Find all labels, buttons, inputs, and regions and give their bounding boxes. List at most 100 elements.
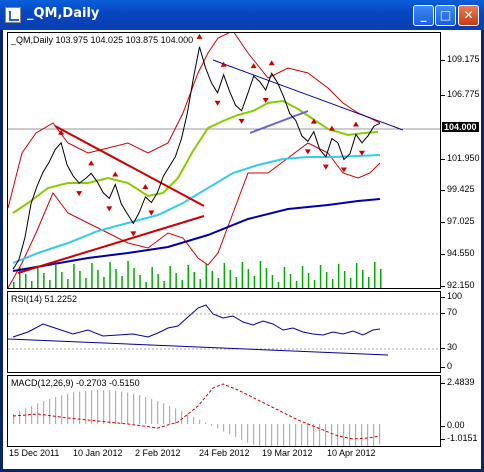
ma-slow-line: [12, 198, 381, 272]
volume-bar: [217, 278, 220, 288]
volume-bar: [61, 272, 63, 288]
macd-svg: [12, 383, 381, 446]
macd-bar: [157, 401, 159, 424]
macd-bar: [61, 395, 63, 424]
volume-bar: [368, 277, 370, 288]
x-tick: 24 Feb 2012: [199, 448, 250, 458]
macd-bar: [373, 424, 375, 446]
volume-bar: [157, 274, 159, 288]
y-tick: 109.175: [441, 54, 480, 64]
fractal-up-marker: [112, 171, 119, 177]
volume-bar: [55, 265, 57, 288]
macd-bar: [175, 408, 177, 424]
price-chart-pane[interactable]: _QM,Daily 103.975 104.025 103.875 104.00…: [7, 32, 441, 289]
ma-fast-line: [12, 99, 379, 214]
volume-bar: [277, 282, 280, 288]
volume-bar: [91, 263, 93, 288]
fractal-down-marker: [262, 97, 269, 103]
volume-bar: [295, 281, 298, 288]
macd-bar: [139, 395, 141, 424]
window-title: _QM,Daily: [27, 6, 100, 21]
minimize-button[interactable]: _: [413, 5, 434, 26]
volume-bar: [319, 265, 322, 288]
y-tick: 0: [440, 361, 453, 371]
macd-bar: [79, 391, 81, 424]
fractal-down-marker: [358, 150, 365, 156]
macd-bar: [115, 390, 117, 424]
volume-bar: [79, 271, 81, 288]
fractal-down-marker: [238, 118, 245, 124]
rsi-pane[interactable]: RSI(14) 51.2252: [7, 291, 441, 373]
volume-bar: [187, 265, 189, 288]
y-tick: 92.150: [441, 280, 475, 290]
volume-bar: [374, 262, 376, 288]
macd-bar: [247, 424, 249, 443]
volume-bar: [103, 277, 105, 288]
volume-bar: [13, 282, 15, 288]
chart-window-icon[interactable]: [5, 7, 21, 23]
fractal-down-marker: [106, 206, 113, 212]
fractal-up-marker: [250, 63, 257, 69]
bollinger-upper-band: [8, 33, 381, 209]
macd-bar: [199, 419, 201, 424]
volume-bar: [380, 269, 382, 288]
y-tick: 101.950: [441, 153, 480, 163]
macd-bar: [103, 390, 105, 424]
chart-client-area[interactable]: _QM,Daily 103.975 104.025 103.875 104.00…: [3, 30, 481, 469]
macd-bar: [367, 424, 369, 446]
volume-bar: [139, 275, 141, 288]
macd-bar: [277, 424, 279, 446]
macd-bar: [325, 424, 327, 446]
volume-bar: [205, 264, 207, 288]
trend-line-red-down: [54, 125, 205, 207]
macd-bar: [355, 424, 357, 446]
close-button[interactable]: ✕: [458, 5, 479, 26]
fractal-up-marker: [142, 183, 149, 189]
macd-bar: [127, 392, 129, 424]
fractal-up-marker: [328, 125, 335, 131]
volume-bar: [151, 267, 153, 288]
volume-bar: [97, 270, 99, 288]
macd-pane[interactable]: MACD(12,26,9) -0.2703 -0.5150: [7, 375, 441, 447]
volume-bar: [241, 262, 244, 288]
trend-line-red-up: [17, 215, 205, 274]
macd-bar: [349, 424, 351, 446]
price-y-axis: 109.175 106.775 101.950 99.425 97.025 94…: [441, 32, 481, 290]
macd-histogram: [13, 390, 381, 446]
x-tick: 15 Dec 2011: [9, 448, 60, 458]
volume-bar: [253, 276, 256, 288]
volume-bar: [331, 279, 334, 288]
macd-bar: [319, 424, 321, 446]
volume-bar: [163, 281, 165, 288]
maximize-button[interactable]: □: [435, 5, 456, 26]
macd-bar: [187, 413, 189, 424]
macd-bar: [97, 390, 99, 424]
volume-bar: [121, 276, 123, 288]
fractal-up-marker: [196, 33, 203, 39]
macd-bar: [235, 424, 237, 438]
macd-bar: [253, 424, 255, 445]
fractal-down-marker: [130, 231, 137, 237]
volume-bar: [133, 268, 135, 288]
volume-bar: [223, 263, 226, 288]
macd-bar: [25, 408, 27, 424]
macd-bar: [37, 403, 39, 424]
macd-bar: [379, 424, 381, 445]
title-bar[interactable]: _QM,Daily _ □ ✕: [0, 0, 484, 30]
fractal-up-marker: [88, 160, 95, 166]
price-chart-svg: [8, 33, 440, 288]
current-price-tag: 104.000: [442, 122, 479, 132]
y-tick: 100: [440, 291, 463, 301]
volume-bar: [199, 279, 201, 288]
macd-bar: [331, 424, 333, 446]
volume-bar: [169, 266, 171, 288]
volume-bar: [355, 263, 358, 288]
volume-bar: [127, 261, 129, 288]
y-tick: 0.00: [441, 420, 465, 430]
macd-bar: [229, 424, 231, 435]
x-tick: 19 Mar 2012: [262, 448, 313, 458]
fractal-down-marker: [340, 167, 347, 173]
x-tick: 10 Jan 2012: [73, 448, 123, 458]
macd-bar: [55, 397, 57, 424]
